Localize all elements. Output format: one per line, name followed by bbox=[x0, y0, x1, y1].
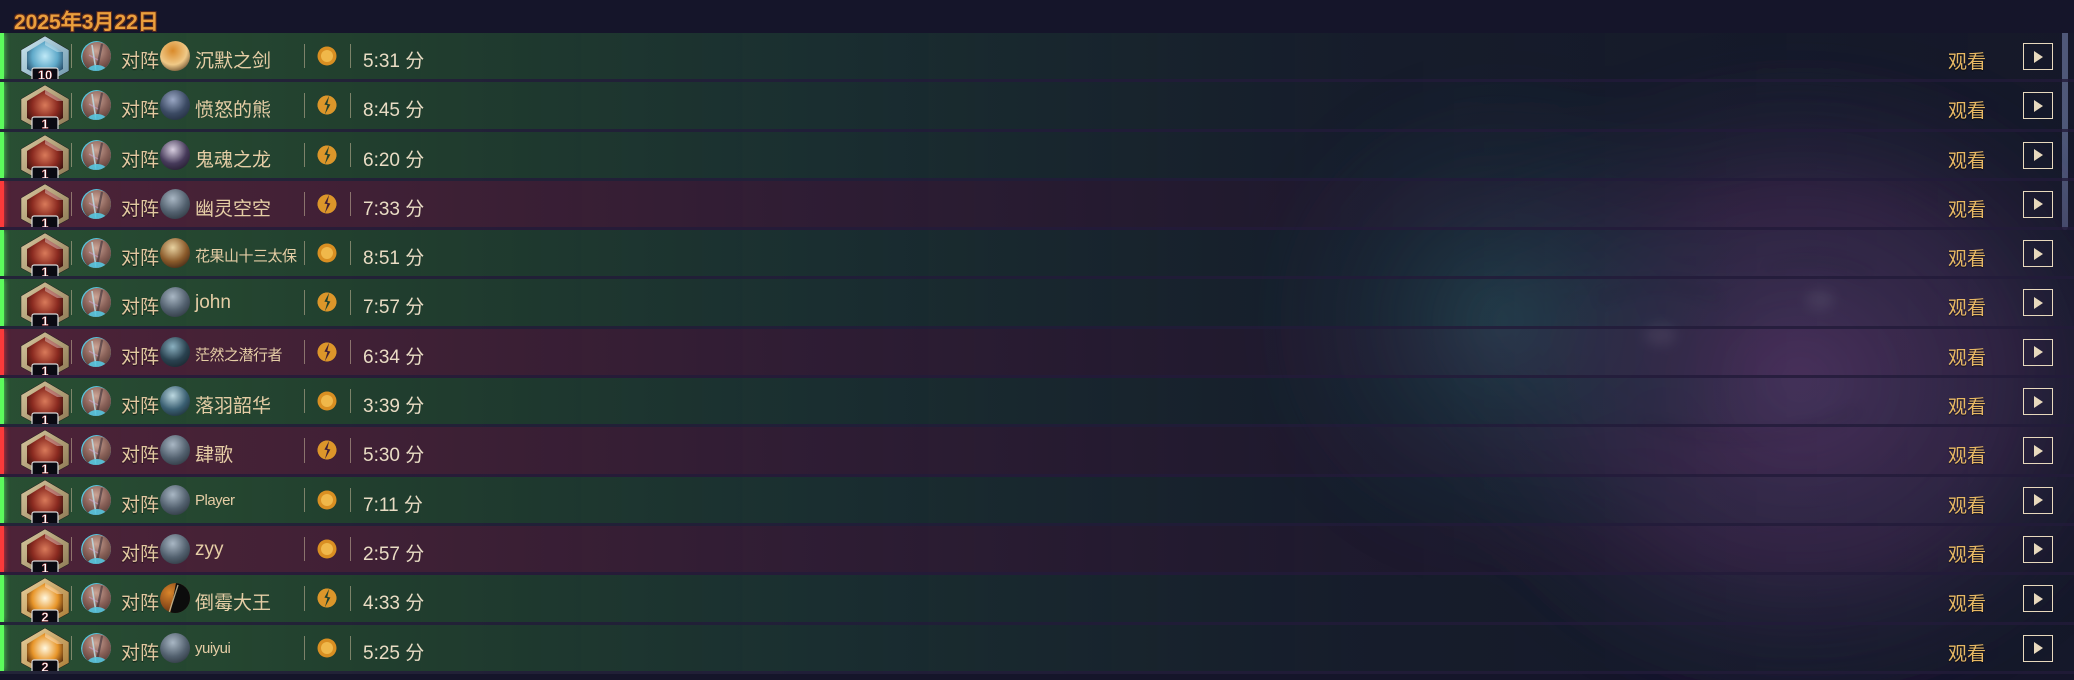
svg-text:1: 1 bbox=[41, 215, 48, 230]
svg-text:1: 1 bbox=[41, 314, 48, 329]
svg-text:2: 2 bbox=[41, 610, 48, 625]
svg-text:1: 1 bbox=[41, 413, 48, 428]
svg-text:1: 1 bbox=[41, 363, 48, 378]
svg-text:1: 1 bbox=[41, 511, 48, 526]
svg-text:1: 1 bbox=[41, 166, 48, 181]
svg-text:1: 1 bbox=[41, 265, 48, 280]
svg-text:10: 10 bbox=[38, 68, 52, 83]
svg-text:1: 1 bbox=[41, 560, 48, 575]
svg-text:1: 1 bbox=[41, 117, 48, 132]
svg-text:2: 2 bbox=[41, 659, 48, 674]
svg-text:1: 1 bbox=[41, 462, 48, 477]
